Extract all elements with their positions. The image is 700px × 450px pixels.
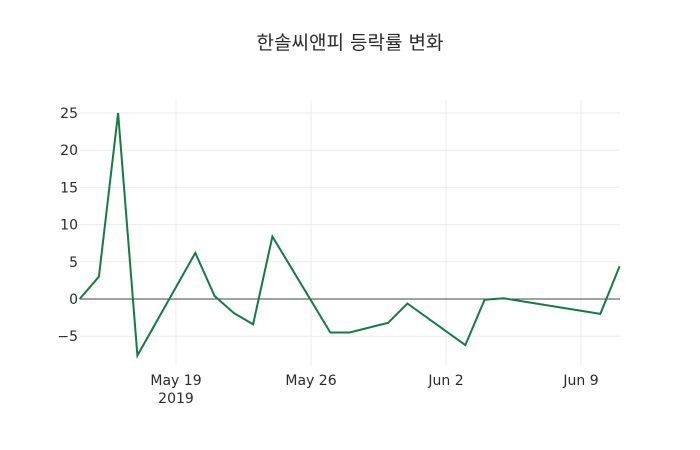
gridlines	[80, 100, 620, 365]
x-tick-label: May 19	[150, 373, 201, 389]
x-tick-label: May 26	[285, 373, 336, 389]
chart-title: 한솔씨앤피 등락률 변화	[257, 32, 444, 54]
y-tick-label: 5	[69, 255, 78, 271]
x-axis-ticks: May 19 2019 May 26 Jun 2 Jun 9	[150, 373, 598, 407]
y-tick-label: −5	[57, 329, 78, 345]
y-tick-label: 10	[60, 218, 78, 234]
x-tick-year-label: 2019	[158, 391, 194, 407]
y-tick-label: 0	[69, 292, 78, 308]
x-tick-label: Jun 2	[427, 373, 463, 389]
y-tick-label: 20	[60, 143, 78, 159]
x-tick-label: Jun 9	[562, 373, 598, 389]
y-tick-label: 25	[60, 106, 78, 122]
y-axis-ticks: 25 20 15 10 5 0 −5	[57, 106, 78, 345]
series-line	[78, 112, 621, 359]
y-tick-label: 15	[60, 180, 78, 196]
